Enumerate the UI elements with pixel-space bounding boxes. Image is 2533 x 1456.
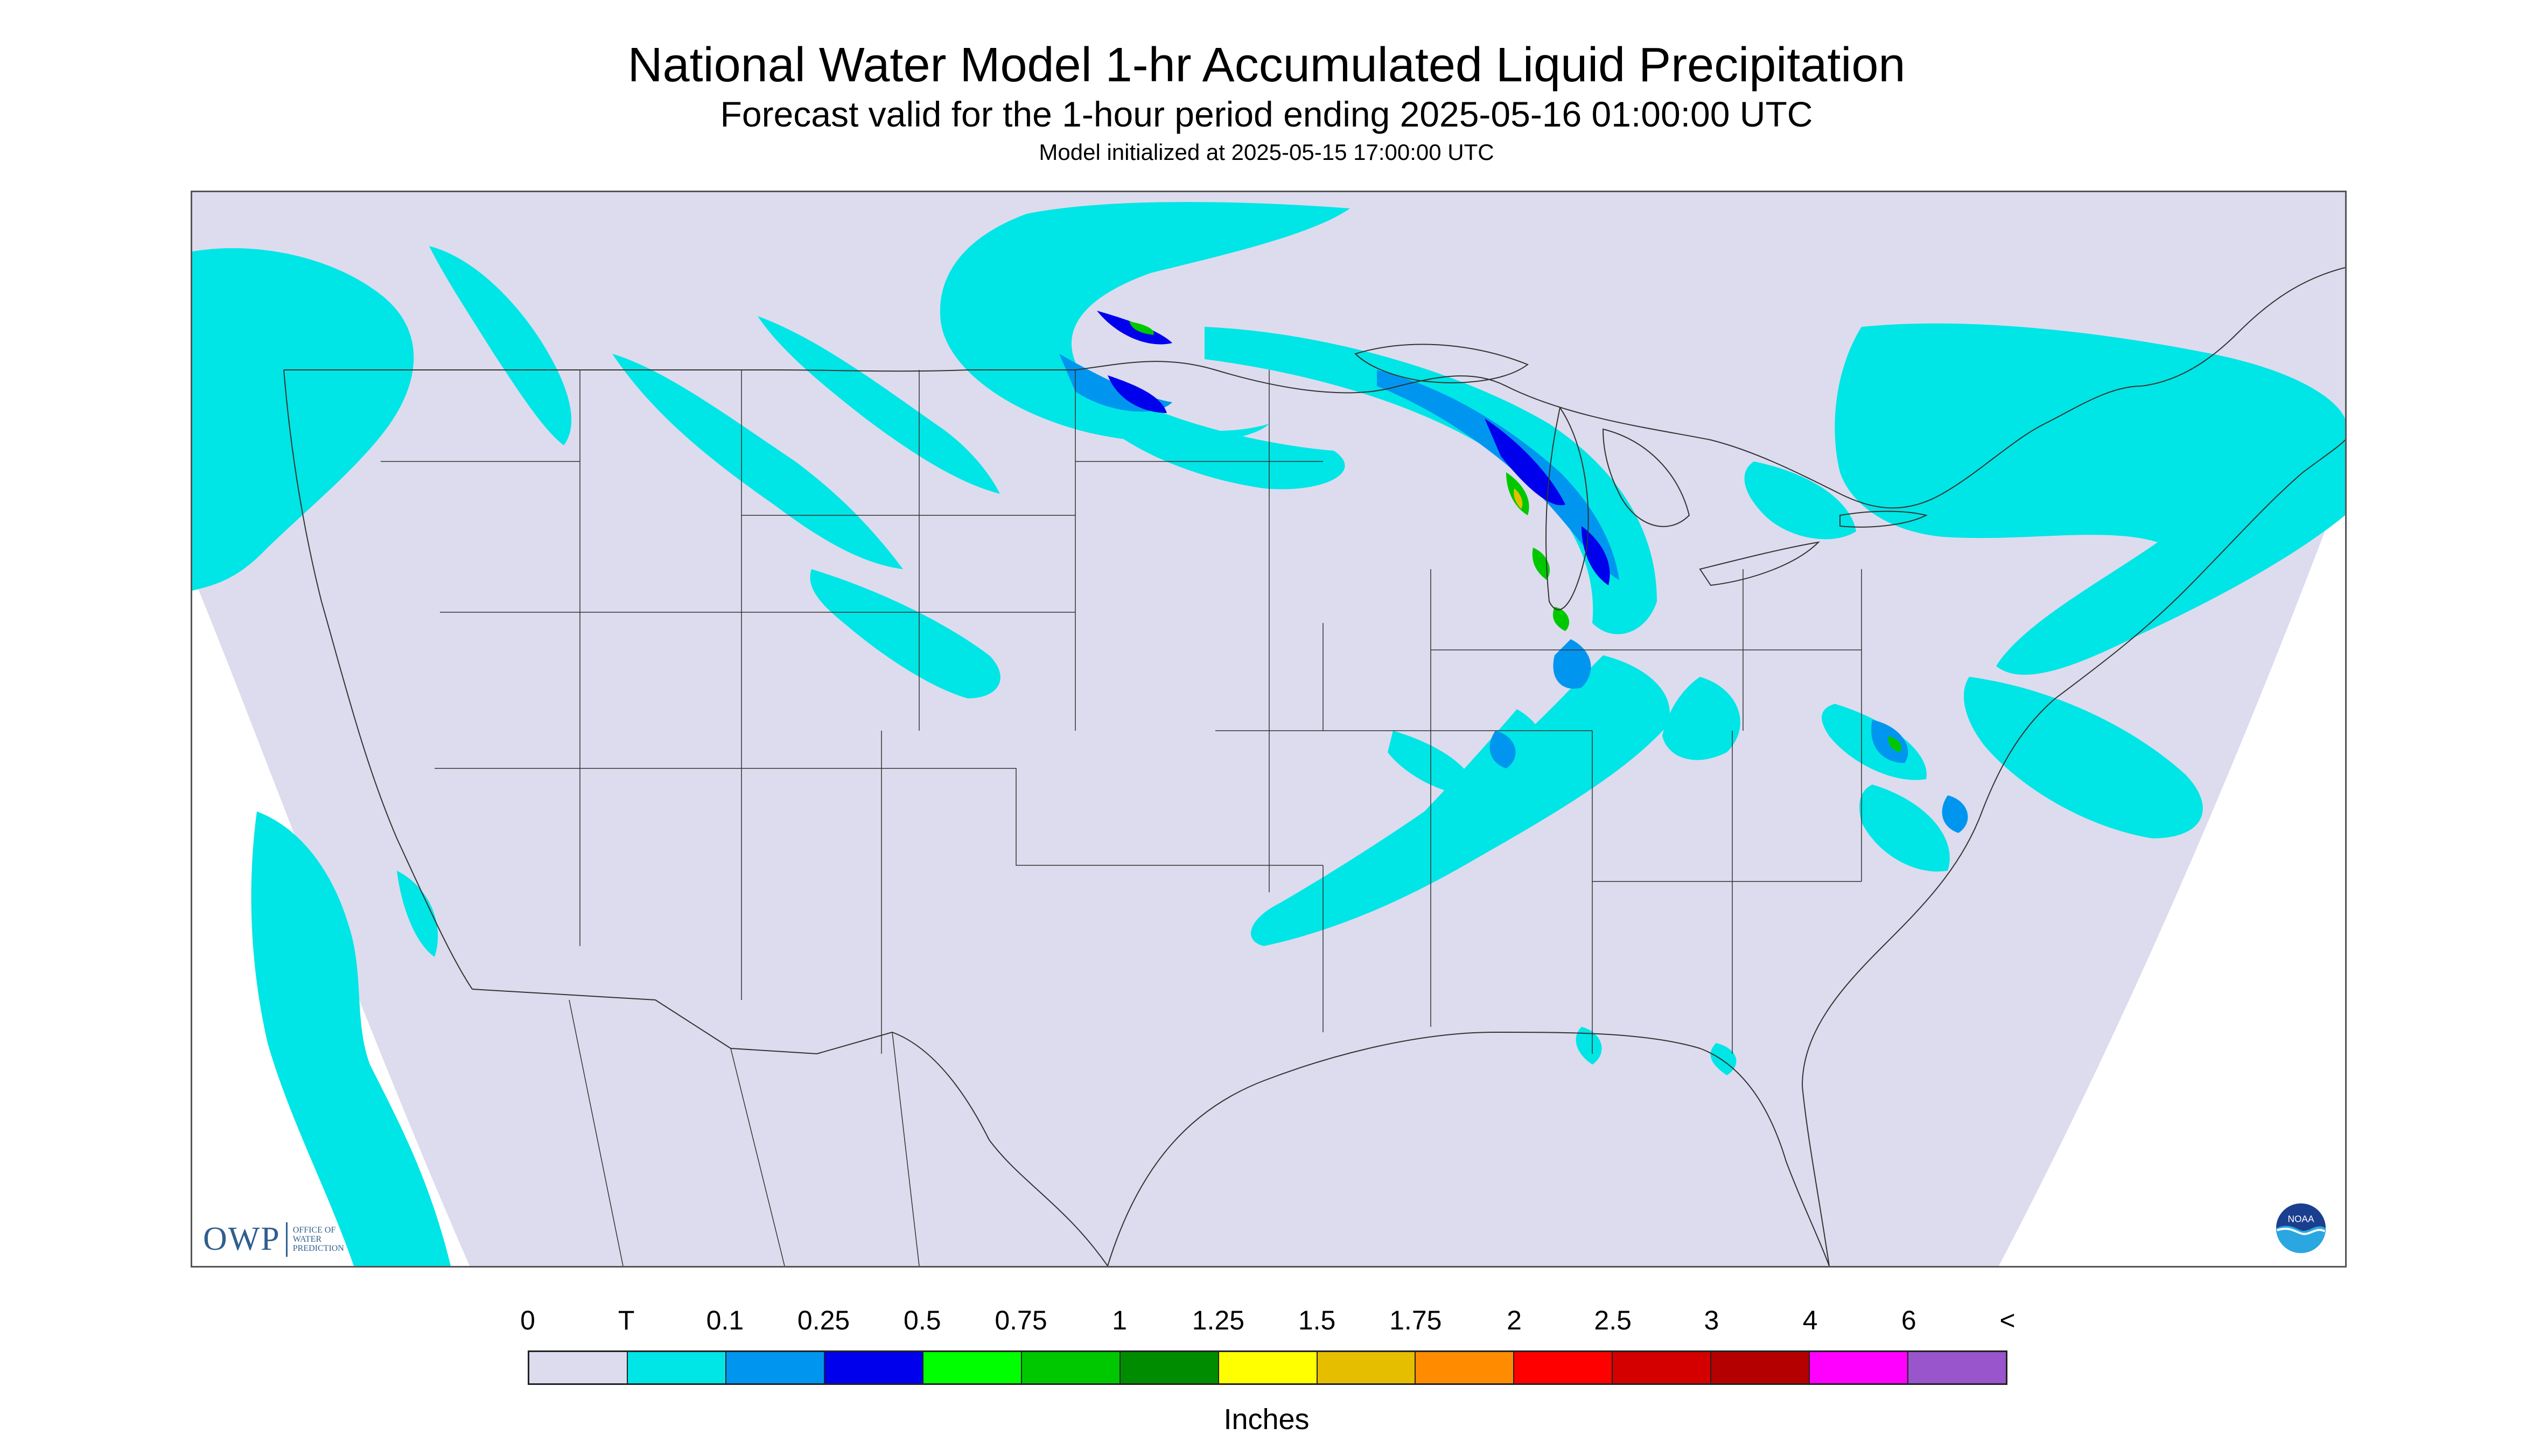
legend-tick-label: 1.75 [1389,1305,1442,1335]
legend-swatch-9 [1416,1352,1515,1383]
legend-tick-label: 0 [520,1305,535,1335]
legend-swatch-13 [1810,1352,1909,1383]
legend-tick-label: 0.25 [797,1305,850,1335]
legend-tick-label: 0.5 [904,1305,941,1335]
owp-logo: OWP OFFICE OF WATER PREDICTION [203,1220,344,1258]
legend-swatch-2 [726,1352,825,1383]
precip-heavy-darkblue [1097,311,1610,585]
legend-tick-label: T [618,1305,635,1335]
precipitation-legend-bar [528,1350,2007,1385]
us-canada-border [284,267,2345,509]
precipitation-map[interactable]: OWP OFFICE OF WATER PREDICTION NOAA [191,191,2347,1268]
legend-tick-label: 0.1 [706,1305,744,1335]
legend-swatch-4 [923,1352,1022,1383]
legend-tick-label: < [1999,1305,2016,1335]
legend-swatch-3 [824,1352,923,1383]
lake-superior [1354,344,1529,383]
state-lines [381,370,1862,1054]
legend-tick-label: 6 [1901,1305,1916,1335]
lake-huron [1602,428,1690,527]
legend-swatch-0 [529,1352,628,1383]
us-mexico-border [472,989,1108,1266]
legend-swatch-8 [1317,1352,1416,1383]
legend-swatch-6 [1120,1352,1219,1383]
legend-swatch-12 [1711,1352,1810,1383]
svg-text:NOAA: NOAA [2288,1213,2314,1224]
legend-tick-label: 1 [1112,1305,1128,1335]
boundaries [283,267,2345,1266]
legend-swatch-1 [627,1352,726,1383]
noaa-logo-icon: NOAA [2276,1203,2326,1254]
legend-tick-label: 3 [1704,1305,1719,1335]
legend-swatch-11 [1613,1352,1712,1383]
lake-ontario [1839,510,1928,528]
owp-logo-letters: OWP [203,1221,281,1257]
legend-tick-label: 4 [1802,1305,1818,1335]
legend-tick-label: 2 [1507,1305,1522,1335]
mexico-lines [569,999,920,1266]
map-title: National Water Model 1-hr Accumulated Li… [627,38,1906,92]
gulf-coast [1107,1031,1830,1266]
legend-swatch-7 [1219,1352,1318,1383]
forecast-valid-subtitle: Forecast valid for the 1-hour period end… [720,94,1813,134]
lake-erie [1699,541,1820,586]
precip-yellow [1514,488,1523,509]
owp-logo-subtext: OFFICE OF WATER PREDICTION [292,1226,344,1253]
legend-swatch-5 [1021,1352,1121,1383]
model-init-text: Model initialized at 2025-05-15 17:00:00… [1039,139,1494,165]
lake-michigan [1545,406,1589,611]
legend-tick-label: 1.5 [1298,1305,1336,1335]
legend-swatch-14 [1908,1352,2006,1383]
pacific-coast [283,369,473,990]
legend-tick-label: 0.75 [995,1305,1047,1335]
legend-tick-label: 1.25 [1192,1305,1245,1335]
legend-units-label: Inches [1223,1403,1310,1436]
atlantic-coast [1801,439,2345,1266]
legend-tick-label: 2.5 [1594,1305,1632,1335]
legend-tick-labels: 0 T 0.1 0.25 0.5 0.75 1 1.25 1.5 1.75 2 2.5 3 4 6 < [0,1304,2533,1342]
legend-swatch-10 [1514,1352,1613,1383]
map-canvas [192,192,2345,1266]
owp-logo-divider [285,1222,288,1257]
